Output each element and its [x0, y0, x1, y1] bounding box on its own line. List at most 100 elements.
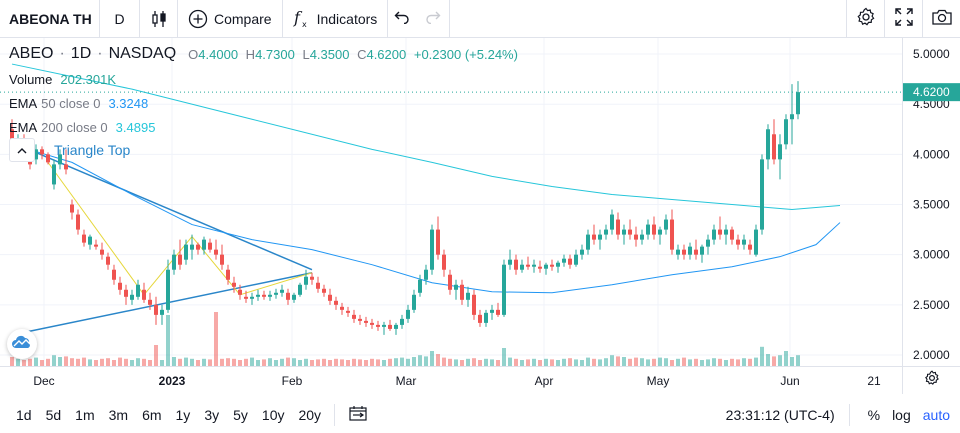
percent-toggle[interactable]: % — [867, 406, 881, 423]
range-5d[interactable]: 5d — [45, 406, 62, 423]
log-toggle[interactable]: log — [892, 406, 911, 423]
volume-bar — [574, 359, 578, 366]
volume-bar — [418, 355, 422, 366]
candle — [610, 214, 614, 230]
candle — [622, 229, 626, 235]
volume-bar — [34, 357, 38, 366]
candle — [694, 249, 698, 255]
candle — [724, 229, 728, 235]
candle — [196, 244, 200, 250]
volume-bar — [304, 358, 308, 366]
volume-bar — [100, 358, 104, 366]
volume-bar — [370, 358, 374, 366]
candle — [250, 296, 254, 299]
candle — [418, 279, 422, 293]
volume-bar — [592, 358, 596, 366]
settings-button[interactable] — [846, 0, 884, 38]
chart-pane[interactable]: ABEO · 1D · NASDAQ O4.4000 H4.7300 L4.35… — [0, 38, 902, 366]
clock-time[interactable]: 23:31:12 (UTC-4) — [725, 406, 835, 423]
time-scale[interactable]: Dec 2023 Feb Mar Apr May Jun 21 — [0, 366, 902, 394]
volume-bar — [610, 355, 614, 366]
volume-bar — [244, 358, 248, 366]
price-tick-label: 2.0000 — [913, 348, 950, 362]
volume-bar — [736, 359, 740, 366]
divider — [334, 403, 336, 426]
range-1m[interactable]: 1m — [75, 406, 95, 423]
volume-bar — [562, 358, 566, 366]
legend-collapse-button[interactable] — [9, 138, 35, 162]
range-1y[interactable]: 1y — [175, 406, 191, 423]
candle — [790, 114, 794, 120]
chart-style-button[interactable] — [140, 0, 178, 38]
fullscreen-button[interactable] — [884, 0, 922, 38]
time-tick-label: Apr — [535, 374, 554, 388]
candle — [274, 292, 278, 295]
volume-bar — [256, 360, 260, 366]
symbol-search-button[interactable]: ABEONA TH — [0, 0, 100, 38]
divider — [848, 403, 850, 426]
volume-bar — [520, 360, 524, 366]
candle — [634, 234, 638, 240]
last-price-badge — [903, 83, 960, 102]
candle — [514, 259, 518, 270]
pattern-line — [11, 271, 313, 336]
candle — [52, 164, 56, 185]
pattern-label[interactable]: Triangle Top — [54, 142, 131, 158]
candle — [256, 294, 260, 297]
volume-bar — [430, 351, 434, 366]
candle — [778, 144, 782, 160]
volume-bar — [292, 358, 296, 366]
legend-main-row[interactable]: ABEO · 1D · NASDAQ O4.4000 H4.7300 L4.35… — [9, 45, 518, 63]
ema200-params: 200 close 0 — [41, 120, 108, 135]
candle — [346, 310, 350, 313]
legend-volume[interactable]: Volume 202.301K — [9, 72, 116, 87]
candle — [58, 154, 62, 165]
volume-bar — [64, 356, 68, 366]
range-1d[interactable]: 1d — [16, 406, 32, 423]
legend-ema200[interactable]: EMA 200 close 0 3.4895 — [9, 120, 155, 135]
volume-bar — [154, 345, 158, 366]
pattern-line — [47, 162, 145, 296]
redo-button[interactable] — [416, 0, 451, 38]
volume-bar — [790, 357, 794, 366]
ema200-value: 3.4895 — [115, 120, 156, 135]
price-chart[interactable] — [0, 38, 902, 366]
brand-logo[interactable] — [7, 329, 37, 359]
volume-bar — [22, 360, 26, 366]
candle — [118, 282, 122, 290]
scale-settings-button[interactable] — [902, 366, 960, 394]
volume-bar — [130, 360, 134, 366]
volume-bar — [700, 360, 704, 366]
time-tick-label: Feb — [282, 374, 303, 388]
svg-text:f: f — [293, 9, 303, 27]
snapshot-button[interactable] — [922, 0, 960, 38]
candle — [148, 299, 152, 305]
candle — [604, 229, 608, 235]
range-10y[interactable]: 10y — [261, 406, 285, 423]
volume-label: Volume — [9, 72, 53, 87]
volume-bar — [514, 358, 518, 366]
legend-ema50[interactable]: EMA 50 close 0 3.3248 — [9, 96, 148, 111]
date-range-button[interactable] — [341, 405, 375, 424]
undo-button[interactable] — [388, 0, 416, 38]
candle — [70, 204, 74, 213]
range-3m[interactable]: 3m — [108, 406, 129, 423]
candle — [664, 219, 668, 230]
volume-bar — [604, 358, 608, 366]
candle — [160, 309, 164, 315]
interval-button[interactable]: D — [100, 0, 140, 38]
auto-toggle[interactable]: auto — [922, 406, 950, 423]
volume-bar — [778, 355, 782, 366]
close-value: 4.6200 — [366, 46, 407, 62]
candle — [556, 262, 560, 267]
range-6m[interactable]: 6m — [142, 406, 162, 423]
range-5y[interactable]: 5y — [233, 406, 248, 423]
price-scale[interactable]: 5.0000 4.5000 4.0000 3.5000 3.0000 2.5000 2.00… — [902, 38, 960, 366]
range-20y[interactable]: 20y — [298, 406, 322, 423]
compare-button[interactable]: Compare — [178, 0, 283, 38]
interval-label: D — [114, 10, 125, 27]
range-3y[interactable]: 3y — [204, 406, 220, 423]
candle — [754, 229, 758, 255]
volume-bar — [10, 357, 14, 366]
